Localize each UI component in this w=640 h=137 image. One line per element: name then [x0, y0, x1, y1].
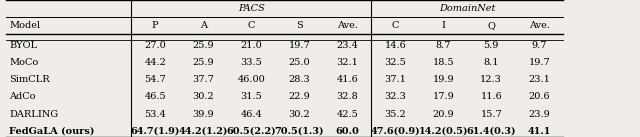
Text: 46.4: 46.4	[241, 110, 262, 119]
Text: MoCo: MoCo	[9, 58, 38, 67]
Text: 15.7: 15.7	[481, 110, 502, 119]
Text: 35.2: 35.2	[385, 110, 406, 119]
Text: 25.9: 25.9	[193, 41, 214, 50]
Text: 41.1: 41.1	[527, 127, 551, 136]
Text: 39.9: 39.9	[193, 110, 214, 119]
Text: C: C	[248, 21, 255, 30]
Text: 19.9: 19.9	[433, 75, 454, 84]
Text: AdCo: AdCo	[9, 92, 35, 101]
Text: I: I	[441, 21, 445, 30]
Text: 61.4(0.3): 61.4(0.3)	[467, 127, 516, 136]
Text: 44.2(1.2): 44.2(1.2)	[179, 127, 228, 136]
Text: Ave.: Ave.	[529, 21, 550, 30]
Text: 31.5: 31.5	[241, 92, 262, 101]
Text: Ave.: Ave.	[337, 21, 358, 30]
Text: 32.1: 32.1	[336, 58, 358, 67]
Text: 33.5: 33.5	[241, 58, 262, 67]
Text: 60.0: 60.0	[335, 127, 359, 136]
Text: 25.0: 25.0	[289, 58, 310, 67]
Text: 30.2: 30.2	[289, 110, 310, 119]
Text: 47.6(0.9): 47.6(0.9)	[371, 127, 420, 136]
Text: 8.1: 8.1	[483, 58, 499, 67]
Text: BYOL: BYOL	[9, 41, 37, 50]
Text: 44.2: 44.2	[144, 58, 166, 67]
Text: 22.9: 22.9	[289, 92, 310, 101]
Text: DARLING: DARLING	[9, 110, 58, 119]
Text: 19.7: 19.7	[289, 41, 310, 50]
Text: Q: Q	[487, 21, 495, 30]
Text: 23.4: 23.4	[336, 41, 358, 50]
Text: 46.5: 46.5	[145, 92, 166, 101]
Text: 60.5(2.2): 60.5(2.2)	[227, 127, 276, 136]
Text: 14.2(0.5): 14.2(0.5)	[419, 127, 468, 136]
Text: 32.3: 32.3	[384, 92, 406, 101]
Text: A: A	[200, 21, 207, 30]
Text: S: S	[296, 21, 303, 30]
Text: 20.9: 20.9	[433, 110, 454, 119]
Text: FedGaLA (ours): FedGaLA (ours)	[9, 127, 94, 136]
Text: 20.6: 20.6	[529, 92, 550, 101]
Text: 23.1: 23.1	[528, 75, 550, 84]
Text: PACS: PACS	[238, 4, 264, 13]
Text: 19.7: 19.7	[529, 58, 550, 67]
Text: 14.6: 14.6	[385, 41, 406, 50]
Text: C: C	[392, 21, 399, 30]
Text: DomainNet: DomainNet	[439, 4, 495, 13]
Text: 64.7(1.9): 64.7(1.9)	[131, 127, 180, 136]
Text: 21.0: 21.0	[241, 41, 262, 50]
Text: 28.3: 28.3	[289, 75, 310, 84]
Text: 32.8: 32.8	[337, 92, 358, 101]
Text: 41.6: 41.6	[337, 75, 358, 84]
Text: 5.9: 5.9	[483, 41, 499, 50]
Text: 32.5: 32.5	[385, 58, 406, 67]
Text: 46.00: 46.00	[237, 75, 265, 84]
Text: 23.9: 23.9	[529, 110, 550, 119]
Text: 12.3: 12.3	[480, 75, 502, 84]
Text: 17.9: 17.9	[433, 92, 454, 101]
Text: P: P	[152, 21, 159, 30]
Text: 9.7: 9.7	[531, 41, 547, 50]
Text: 54.7: 54.7	[145, 75, 166, 84]
Text: SimCLR: SimCLR	[9, 75, 49, 84]
Text: Model: Model	[9, 21, 40, 30]
Text: 30.2: 30.2	[193, 92, 214, 101]
Text: 37.7: 37.7	[192, 75, 214, 84]
Text: 37.1: 37.1	[384, 75, 406, 84]
Text: 27.0: 27.0	[145, 41, 166, 50]
Text: 70.5(1.3): 70.5(1.3)	[275, 127, 324, 136]
Text: 53.4: 53.4	[145, 110, 166, 119]
Text: 18.5: 18.5	[433, 58, 454, 67]
Text: 25.9: 25.9	[193, 58, 214, 67]
Text: 11.6: 11.6	[481, 92, 502, 101]
Text: 8.7: 8.7	[435, 41, 451, 50]
Text: 42.5: 42.5	[337, 110, 358, 119]
